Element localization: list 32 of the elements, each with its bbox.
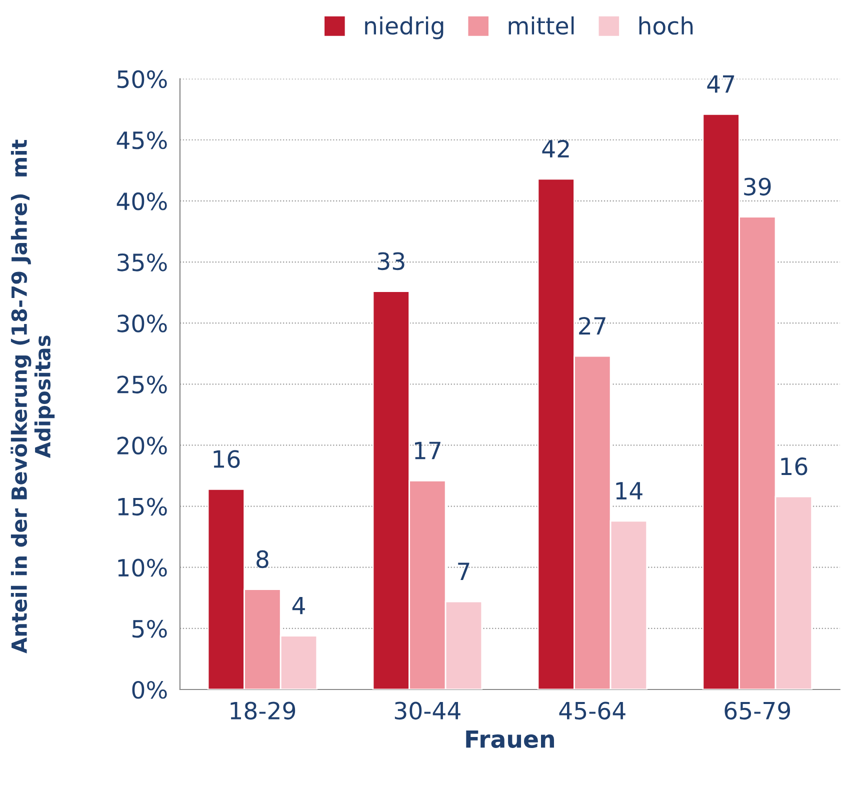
data-label: 4 — [292, 596, 305, 614]
legend-label: niedrig — [365, 16, 444, 40]
data-label: 16 — [214, 450, 240, 468]
data-label: 16 — [781, 457, 808, 476]
y-tick-label: 25% — [117, 376, 167, 394]
y-tick-label: 35% — [117, 253, 167, 272]
y-tick-label: 20% — [117, 436, 167, 455]
y-tick-label: 0% — [132, 680, 167, 699]
data-label: 14 — [616, 482, 642, 500]
data-label: 39 — [744, 178, 771, 196]
legend-label: hoch — [639, 16, 693, 35]
x-tick-label: 65-79 — [724, 702, 790, 720]
data-label: 8 — [256, 550, 268, 568]
y-tick-label: 15% — [118, 498, 167, 516]
y-tick-label: 30% — [117, 314, 167, 332]
x-tick-label: 30-44 — [394, 702, 460, 720]
data-label: 42 — [542, 140, 569, 158]
data-label: 33 — [378, 252, 404, 270]
y-tick-label: 50% — [118, 70, 167, 88]
x-tick-label: 18-29 — [230, 702, 296, 720]
data-label: 7 — [458, 562, 470, 580]
y-tick-label: 40% — [116, 192, 167, 210]
x-axis-title: Frauen — [466, 730, 554, 748]
data-label: 47 — [707, 75, 734, 93]
y-tick-label: 45% — [116, 131, 167, 150]
y-tick-label: 10% — [118, 558, 167, 577]
y-axis-title: Anteil in der Bevölkerung (18-79 Jahre) mit Adipositas — [10, 140, 55, 654]
y-tick-label: 5% — [132, 620, 167, 638]
data-label: 27 — [579, 316, 606, 334]
legend-label: mittel — [508, 16, 574, 35]
data-label: 17 — [415, 442, 440, 460]
x-tick-label: 45-64 — [559, 702, 626, 720]
